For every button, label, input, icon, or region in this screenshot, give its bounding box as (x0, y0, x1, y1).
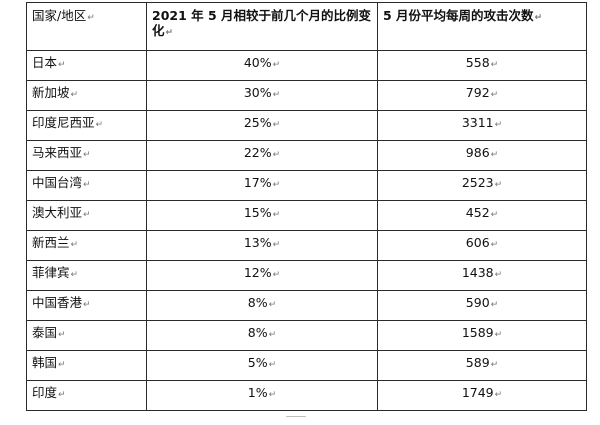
paragraph-mark-icon: ↵ (58, 390, 66, 400)
paragraph-mark-icon: ↵ (272, 270, 281, 280)
paragraph-mark-icon: ↵ (272, 120, 281, 130)
paragraph-mark-icon: ↵ (268, 300, 277, 310)
paragraph-mark-icon: ↵ (490, 150, 499, 160)
paragraph-mark-icon: ↵ (95, 120, 104, 130)
table-body: 日本↵ 40%↵ 558↵ 新加坡↵ 30%↵ 792↵ 印度尼西亚↵ 25%↵ 3311↵ 马来… (26, 50, 587, 411)
paragraph-mark-icon: ↵ (490, 300, 499, 310)
paragraph-mark-icon: ↵ (272, 240, 281, 250)
cell-weekly-attacks: 1749↵ (377, 380, 587, 411)
table-row: 中国台湾↵ 17%↵ 2523↵ (26, 170, 587, 201)
table-header-row: 国家/地区↵ 2021 年 5 月相较于前几个月的比例变化↵ 5 月份平均每周的… (26, 2, 587, 51)
cell-weekly-attacks: 606↵ (377, 230, 587, 261)
table-row: 日本↵ 40%↵ 558↵ (26, 50, 587, 81)
cell-country: 澳大利亚↵ (26, 200, 147, 231)
cell-pct-change: 30%↵ (146, 80, 378, 111)
header-country: 国家/地区↵ (26, 2, 147, 51)
cell-weekly-attacks: 1438↵ (377, 260, 587, 291)
cell-pct-change: 25%↵ (146, 110, 378, 141)
paragraph-mark-icon: ↵ (272, 180, 281, 190)
cell-pct-change: 22%↵ (146, 140, 378, 171)
cell-pct-change: 1%↵ (146, 380, 378, 411)
cell-pct-change: 12%↵ (146, 260, 378, 291)
paragraph-mark-icon: ↵ (165, 28, 174, 38)
page-edge-marker (286, 416, 306, 425)
paragraph-mark-icon: ↵ (87, 13, 95, 23)
cell-weekly-attacks: 1589↵ (377, 320, 587, 351)
paragraph-mark-icon: ↵ (490, 360, 499, 370)
paragraph-mark-icon: ↵ (268, 330, 277, 340)
cell-weekly-attacks: 2523↵ (377, 170, 587, 201)
cell-pct-change: 40%↵ (146, 50, 378, 81)
paragraph-mark-icon: ↵ (268, 390, 277, 400)
cell-pct-change: 8%↵ (146, 320, 378, 351)
paragraph-mark-icon: ↵ (268, 360, 277, 370)
paragraph-mark-icon: ↵ (494, 180, 503, 190)
cell-country: 马来西亚↵ (26, 140, 147, 171)
cell-weekly-attacks: 986↵ (377, 140, 587, 171)
cell-country: 韩国↵ (26, 350, 147, 381)
paragraph-mark-icon: ↵ (494, 390, 503, 400)
paragraph-mark-icon: ↵ (58, 60, 66, 70)
paragraph-mark-icon: ↵ (490, 210, 499, 220)
cell-weekly-attacks: 452↵ (377, 200, 587, 231)
table-row: 马来西亚↵ 22%↵ 986↵ (26, 140, 587, 171)
paragraph-mark-icon: ↵ (490, 60, 499, 70)
cell-country: 印度↵ (26, 380, 147, 411)
cell-weekly-attacks: 792↵ (377, 80, 587, 111)
paragraph-mark-icon: ↵ (272, 90, 281, 100)
paragraph-mark-icon: ↵ (70, 90, 79, 100)
paragraph-mark-icon: ↵ (534, 13, 543, 23)
paragraph-mark-icon: ↵ (272, 210, 281, 220)
cell-country: 新西兰↵ (26, 230, 147, 261)
table-row: 韩国↵ 5%↵ 589↵ (26, 350, 587, 381)
paragraph-mark-icon: ↵ (494, 270, 503, 280)
cell-weekly-attacks: 558↵ (377, 50, 587, 81)
cell-country: 泰国↵ (26, 320, 147, 351)
paragraph-mark-icon: ↵ (70, 240, 79, 250)
cell-pct-change: 15%↵ (146, 200, 378, 231)
table-row: 印度尼西亚↵ 25%↵ 3311↵ (26, 110, 587, 141)
cell-pct-change: 17%↵ (146, 170, 378, 201)
paragraph-mark-icon: ↵ (70, 270, 79, 280)
cell-country: 菲律宾↵ (26, 260, 147, 291)
table-row: 泰国↵ 8%↵ 1589↵ (26, 320, 587, 351)
header-weekly-attacks: 5 月份平均每周的攻击次数↵ (377, 2, 587, 51)
cell-pct-change: 5%↵ (146, 350, 378, 381)
cell-country: 中国香港↵ (26, 290, 147, 321)
table-row: 印度↵ 1%↵ 1749↵ (26, 380, 587, 411)
cell-country: 新加坡↵ (26, 80, 147, 111)
paragraph-mark-icon: ↵ (272, 60, 281, 70)
paragraph-mark-icon: ↵ (490, 240, 499, 250)
paragraph-mark-icon: ↵ (83, 180, 91, 190)
cell-country: 中国台湾↵ (26, 170, 147, 201)
paragraph-mark-icon: ↵ (58, 330, 66, 340)
paragraph-mark-icon: ↵ (494, 120, 503, 130)
cell-pct-change: 13%↵ (146, 230, 378, 261)
paragraph-mark-icon: ↵ (83, 150, 91, 160)
cell-pct-change: 8%↵ (146, 290, 378, 321)
table-row: 中国香港↵ 8%↵ 590↵ (26, 290, 587, 321)
cell-weekly-attacks: 3311↵ (377, 110, 587, 141)
table-row: 新加坡↵ 30%↵ 792↵ (26, 80, 587, 111)
cell-weekly-attacks: 589↵ (377, 350, 587, 381)
cell-weekly-attacks: 590↵ (377, 290, 587, 321)
paragraph-mark-icon: ↵ (58, 360, 66, 370)
paragraph-mark-icon: ↵ (83, 210, 91, 220)
table-row: 菲律宾↵ 12%↵ 1438↵ (26, 260, 587, 291)
table-row: 澳大利亚↵ 15%↵ 452↵ (26, 200, 587, 231)
paragraph-mark-icon: ↵ (272, 150, 281, 160)
attack-stats-table: 国家/地区↵ 2021 年 5 月相较于前几个月的比例变化↵ 5 月份平均每周的… (26, 2, 587, 411)
paragraph-mark-icon: ↵ (83, 300, 91, 310)
cell-country: 印度尼西亚↵ (26, 110, 147, 141)
table-row: 新西兰↵ 13%↵ 606↵ (26, 230, 587, 261)
paragraph-mark-icon: ↵ (494, 330, 503, 340)
cell-country: 日本↵ (26, 50, 147, 81)
paragraph-mark-icon: ↵ (490, 90, 499, 100)
header-pct-change: 2021 年 5 月相较于前几个月的比例变化↵ (146, 2, 378, 51)
